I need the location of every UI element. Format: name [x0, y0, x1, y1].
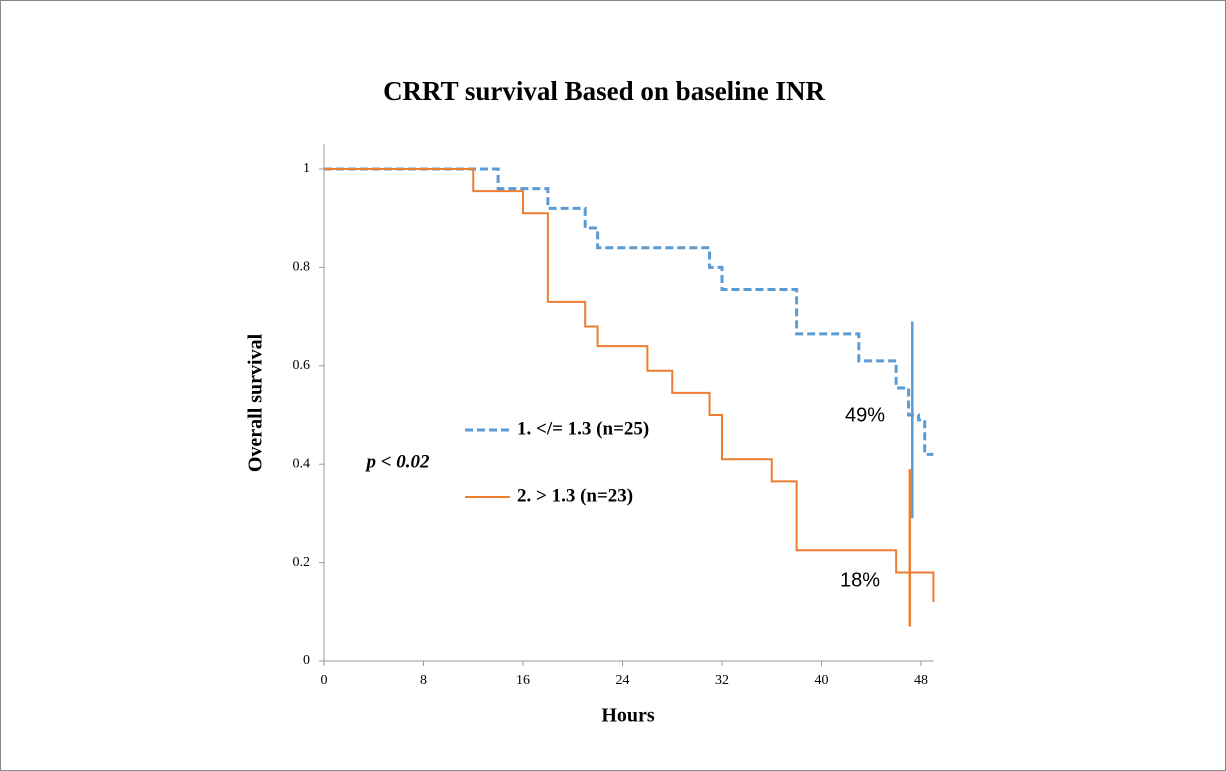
x-tick-label: 24	[616, 673, 630, 688]
legend-label: 2. > 1.3 (n=23)	[517, 485, 633, 506]
y-tick-label: 1	[303, 161, 310, 176]
annotation: p < 0.02	[364, 451, 430, 472]
survival-line	[324, 168, 935, 602]
x-tick-label: 0	[321, 673, 328, 688]
x-tick-label: 16	[516, 673, 530, 688]
y-axis-label: Overall survival	[245, 333, 267, 472]
y-tick-label: 0	[303, 653, 310, 668]
x-tick-label: 32	[715, 673, 729, 688]
annotation: 49%	[845, 404, 885, 426]
survival-line	[324, 167, 934, 456]
x-tick-label: 48	[914, 673, 928, 688]
y-tick-label: 0.8	[293, 260, 311, 275]
annotation: 18%	[840, 569, 880, 591]
x-tick-label: 8	[420, 673, 427, 688]
legend-label: 1. </= 1.3 (n=25)	[517, 418, 649, 439]
x-tick-label: 40	[815, 673, 829, 688]
x-axis-label: Hours	[601, 705, 655, 727]
y-tick-label: 0.4	[293, 456, 311, 471]
chart-title: CRRT survival Based on baseline INR	[383, 76, 825, 106]
y-tick-label: 0.2	[293, 555, 311, 570]
y-tick-label: 0.6	[293, 358, 311, 373]
